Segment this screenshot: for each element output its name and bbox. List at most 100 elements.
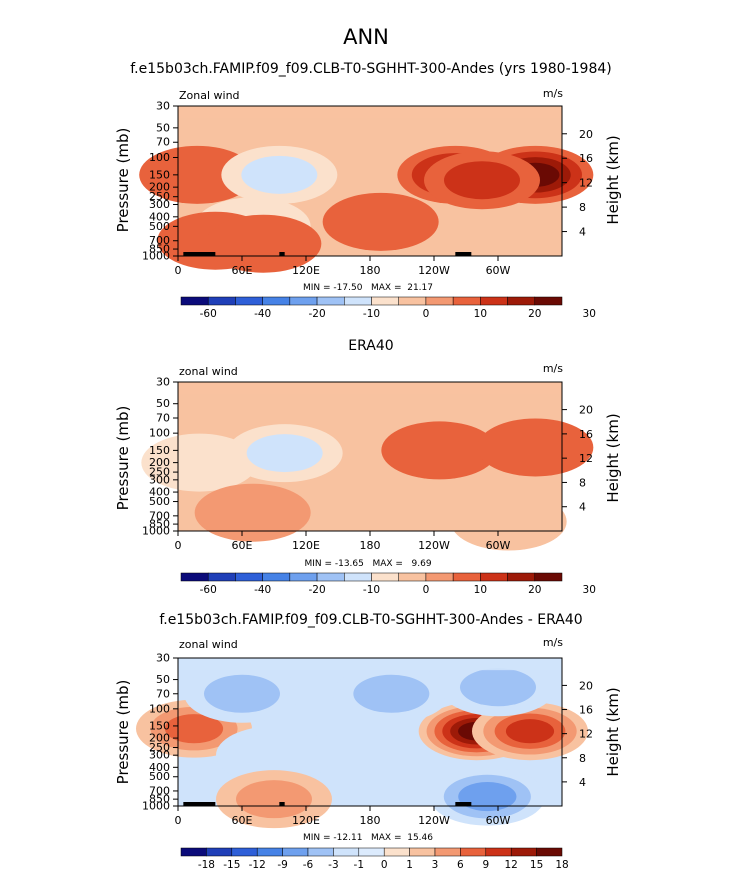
colorbar-swatch: [333, 847, 360, 857]
colorbar-label: -9: [277, 859, 287, 871]
plot-area: [136, 657, 588, 829]
colorbar-label: -18: [198, 859, 215, 871]
left-label: Zonal wind: [179, 89, 240, 102]
lon-tick-label: 120E: [292, 264, 320, 277]
colorbar-swatch: [207, 296, 236, 306]
plot-area: [141, 381, 594, 551]
pressure-tick-label: 150: [149, 168, 170, 181]
contour-fill: [236, 780, 312, 819]
colorbar-swatch: [289, 296, 318, 306]
contour-fill: [505, 719, 555, 744]
lon-tick-label: 120W: [418, 814, 450, 827]
colorbar-label: 0: [381, 859, 388, 871]
pressure-tick-label: 1000: [142, 250, 170, 263]
colorbar-label: -40: [254, 308, 271, 320]
contour-fill: [216, 726, 332, 785]
colorbar-swatch: [256, 847, 283, 857]
pressure-tick-label: 500: [149, 220, 170, 233]
colorbar-label: 10: [474, 308, 487, 320]
panel-2: ERA40 zonal wind m/s 3050701001502002503…: [114, 338, 622, 596]
colorbar-swatch: [206, 847, 233, 857]
colorbar-label: 1: [406, 859, 413, 871]
colorbar-swatch: [371, 296, 399, 306]
contour-fill: [241, 155, 318, 194]
height-tick-label: 16: [579, 428, 593, 441]
units-label: m/s: [543, 362, 563, 375]
colorbar-swatch: [262, 296, 291, 306]
lon-tick-label: 120E: [292, 539, 320, 552]
pressure-tick-label: 70: [156, 136, 170, 149]
pressure-tick-label: 50: [156, 397, 170, 410]
height-tick-label: 4: [579, 226, 586, 239]
height-axis: 20 16 12 8 4: [562, 128, 593, 239]
topography: [455, 802, 472, 806]
y-axis-label: Pressure (mb): [114, 680, 132, 785]
pressure-tick-label: 700: [149, 509, 170, 522]
contour-fill: [322, 192, 439, 251]
colorbar-swatch: [344, 296, 372, 306]
colorbar-swatch: [460, 847, 487, 857]
lon-tick-label: 0: [175, 814, 182, 827]
colorbar-label: -1: [354, 859, 364, 871]
height-tick-label: 12: [579, 452, 593, 465]
colorbar-label: -20: [308, 308, 325, 320]
colorbar-swatch: [316, 572, 345, 582]
colorbar: -60 -40 -20 -10 0 10 20 30: [180, 572, 596, 596]
colorbar-label: -60: [200, 308, 217, 320]
colorbar-label: 20: [528, 308, 541, 320]
contour-fill: [444, 161, 520, 200]
colorbar-swatch: [534, 296, 563, 306]
colorbar-swatch: [282, 847, 309, 857]
colorbar-swatch: [534, 572, 563, 582]
y-axis-right-label: Height (km): [604, 135, 622, 224]
colorbar-label: 30: [583, 308, 596, 320]
colorbar-swatch: [425, 572, 454, 582]
pressure-tick-label: 850: [149, 793, 170, 806]
colorbar-label: 0: [423, 584, 430, 596]
height-tick-label: 20: [579, 128, 593, 141]
contour-fill: [194, 483, 311, 542]
units-label: m/s: [543, 87, 563, 100]
colorbar: -60 -40 -20 -10 0 10 20 30: [180, 296, 596, 320]
contour-fill: [178, 106, 562, 119]
pressure-tick-label: 150: [149, 444, 170, 457]
colorbar-label: 18: [555, 859, 568, 871]
lon-tick-label: 120W: [418, 264, 450, 277]
contour-fill: [477, 418, 594, 477]
longitude-axis: 0 60E 120E 180 120W 60W: [175, 806, 511, 827]
contour-fill: [458, 782, 517, 812]
pressure-tick-label: 150: [149, 719, 170, 732]
colorbar-label: 30: [583, 584, 596, 596]
pressure-tick-label: 400: [149, 210, 170, 223]
colorbar-swatch: [358, 847, 385, 857]
pressure-tick-label: 300: [149, 473, 170, 486]
panel-3: f.e15b03ch.FAMIP.f09_f09.CLB-T0-SGHHT-30…: [114, 612, 622, 871]
topography: [279, 802, 285, 806]
height-tick-label: 8: [579, 201, 586, 214]
pressure-tick-label: 250: [149, 190, 170, 203]
y-axis-right-label: Height (km): [604, 413, 622, 502]
contour-fill: [381, 421, 498, 480]
height-tick-label: 12: [579, 177, 593, 190]
height-tick-label: 4: [579, 501, 586, 514]
pressure-tick-label: 300: [149, 749, 170, 762]
colorbar-label: 6: [457, 859, 464, 871]
colorbar-swatch: [289, 572, 318, 582]
pressure-tick-label: 30: [156, 100, 170, 113]
pressure-tick-label: 200: [149, 456, 170, 469]
pressure-tick-label: 500: [149, 770, 170, 783]
contour-fill: [204, 674, 280, 713]
colorbar-swatch: [262, 572, 291, 582]
pressure-tick-label: 1000: [142, 800, 170, 813]
pressure-tick-label: 500: [149, 495, 170, 508]
colorbar-swatch: [480, 296, 508, 306]
colorbar-swatch: [398, 296, 427, 306]
pressure-tick-label: 200: [149, 181, 170, 194]
colorbar-swatch: [452, 572, 481, 582]
colorbar-label: 10: [474, 584, 487, 596]
topography: [455, 252, 472, 256]
height-tick-label: 12: [579, 728, 593, 741]
colorbar-label: -15: [223, 859, 240, 871]
